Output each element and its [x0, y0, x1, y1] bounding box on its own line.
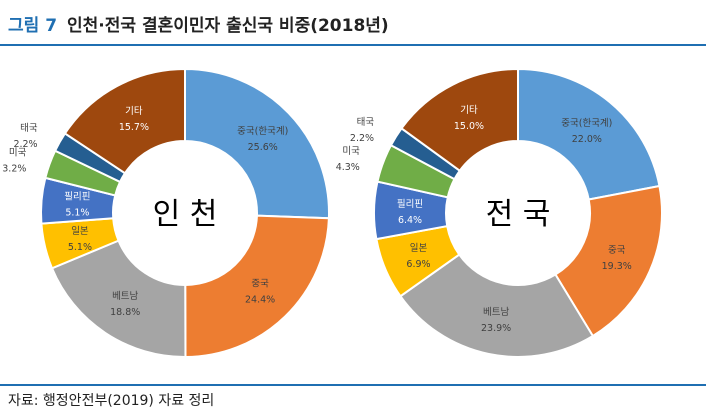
slice-china-korean	[517, 67, 661, 201]
center-label-national: 전 국	[486, 197, 551, 232]
slice-value-vietnam: 23.9%	[481, 323, 511, 334]
slice-value-philippines: 5.1%	[65, 208, 89, 219]
slice-china	[554, 184, 663, 338]
slice-label-usa: 미국	[342, 146, 360, 157]
slice-value-other: 15.0%	[454, 121, 484, 132]
slice-value-other: 15.7%	[119, 122, 149, 133]
slice-china	[184, 214, 330, 359]
slice-value-thailand: 2.2%	[350, 133, 374, 144]
slice-other	[400, 67, 519, 173]
slice-label-china: 중국	[251, 279, 269, 290]
slice-china-korean	[184, 67, 330, 220]
source-note: 자료: 행정안전부(2019) 자료 정리	[8, 393, 215, 409]
slice-value-japan: 6.9%	[406, 259, 430, 270]
slice-label-other: 기타	[460, 105, 478, 116]
slice-label-japan: 일본	[410, 243, 428, 254]
bottom-rule	[0, 384, 706, 386]
slice-value-china: 24.4%	[245, 295, 275, 306]
slice-value-usa: 3.2%	[2, 163, 26, 174]
slice-value-philippines: 6.4%	[398, 215, 422, 226]
slice-label-other: 기타	[125, 106, 143, 117]
slice-label-vietnam: 베트남	[112, 291, 138, 302]
slice-label-thailand: 태국	[20, 123, 38, 134]
slice-label-china-korean: 중국(한국계)	[561, 117, 612, 129]
slice-label-thailand: 태국	[357, 117, 375, 128]
donut-chart-national: 중국(한국계) 22.0% 중국 19.3% 베트남 23.9% 일본 6.9% 필리핀 6.4%…	[336, 67, 663, 358]
slice-value-vietnam: 18.8%	[110, 307, 140, 318]
slice-value-thailand: 2.2%	[13, 139, 37, 150]
figure-title: 인천·전국 결혼이민자 출신국 비중(2018년)	[67, 15, 389, 36]
donut-chart-incheon: 중국(한국계) 25.6% 중국 24.4% 베트남 18.8% 일본 5.1% 필리핀 5.1%…	[2, 67, 330, 359]
slice-other	[63, 67, 186, 175]
slice-label-china-korean: 중국(한국계)	[237, 125, 288, 137]
slice-label-vietnam: 베트남	[483, 307, 509, 318]
slice-label-japan: 일본	[71, 226, 89, 237]
center-label-incheon: 인 천	[153, 197, 218, 232]
top-rule	[0, 44, 706, 46]
slice-value-japan: 5.1%	[68, 242, 92, 253]
slice-label-philippines: 필리핀	[397, 198, 423, 210]
slice-value-china-korean: 25.6%	[248, 142, 278, 153]
slice-label-philippines: 필리핀	[64, 191, 90, 203]
slice-vietnam	[399, 253, 595, 358]
slice-value-china-korean: 22.0%	[572, 134, 602, 145]
donut-charts: 중국(한국계) 25.6% 중국 24.4% 베트남 18.8% 일본 5.1% 필리핀 5.1%…	[2, 67, 663, 359]
slice-label-usa: 미국	[9, 147, 27, 158]
slice-label-china: 중국	[608, 245, 626, 256]
slice-value-china: 19.3%	[602, 261, 632, 272]
slice-value-usa: 4.3%	[336, 162, 360, 173]
figure-number: 그림 7	[8, 15, 58, 36]
figure-title-bar: 그림 7 인천·전국 결혼이민자 출신국 비중(2018년)	[8, 8, 389, 38]
